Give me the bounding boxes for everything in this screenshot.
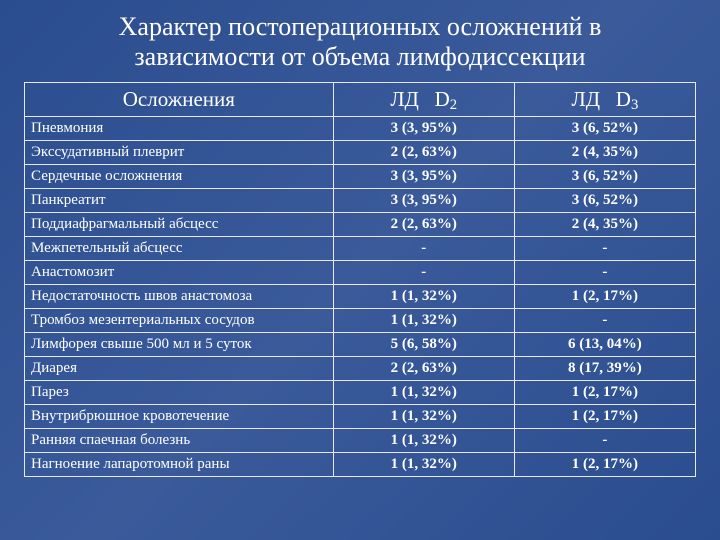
row-label: Нагноение лапаротомной раны — [25, 452, 334, 476]
row-d3-value: - — [514, 260, 695, 284]
table-row: Панкреатит3 (3, 95%)3 (6, 52%) — [25, 188, 696, 212]
table-row: Сердечные осложнения3 (3, 95%)3 (6, 52%) — [25, 164, 696, 188]
row-d3-value: 3 (6, 52%) — [514, 164, 695, 188]
row-d2-value: 1 (1, 32%) — [333, 308, 514, 332]
complications-table: Осложнения ЛД D2 ЛД D3 Пневмония3 (3, 95… — [24, 82, 696, 477]
row-d3-value: 1 (2, 17%) — [514, 452, 695, 476]
row-d3-value: 2 (4, 35%) — [514, 212, 695, 236]
row-d3-value: - — [514, 428, 695, 452]
row-label: Парез — [25, 380, 334, 404]
col-header-d3: ЛД D3 — [514, 82, 695, 116]
table-row: Тромбоз мезентериальных сосудов1 (1, 32%… — [25, 308, 696, 332]
col-header-d2-text: ЛД D — [390, 87, 449, 111]
table-header-row: Осложнения ЛД D2 ЛД D3 — [25, 82, 696, 116]
row-label: Панкреатит — [25, 188, 334, 212]
row-label: Межпетельный абсцесс — [25, 236, 334, 260]
table-row: Диарея2 (2, 63%)8 (17, 39%) — [25, 356, 696, 380]
col-header-complications: Осложнения — [25, 82, 334, 116]
row-d2-value: 3 (3, 95%) — [333, 116, 514, 140]
row-d3-value: 8 (17, 39%) — [514, 356, 695, 380]
row-d2-value: 1 (1, 32%) — [333, 428, 514, 452]
row-d2-value: 1 (1, 32%) — [333, 284, 514, 308]
row-label: Пневмония — [25, 116, 334, 140]
row-label: Лимфорея свыше 500 мл и 5 суток — [25, 332, 334, 356]
row-label: Поддиафрагмальный абсцесс — [25, 212, 334, 236]
row-d3-value: 1 (2, 17%) — [514, 284, 695, 308]
row-label: Диарея — [25, 356, 334, 380]
row-d2-value: 3 (3, 95%) — [333, 164, 514, 188]
row-d2-value: 5 (6, 58%) — [333, 332, 514, 356]
col-header-d2: ЛД D2 — [333, 82, 514, 116]
col-header-d3-text: ЛД D — [571, 87, 630, 111]
row-label: Тромбоз мезентериальных сосудов — [25, 308, 334, 332]
table-row: Анастомозит-- — [25, 260, 696, 284]
title-line-2: зависимости от объема лимфодиссекции — [134, 42, 585, 71]
row-d2-value: 1 (1, 32%) — [333, 404, 514, 428]
row-d3-value: 3 (6, 52%) — [514, 116, 695, 140]
col-header-d3-sub: 3 — [631, 97, 638, 113]
row-d2-value: - — [333, 260, 514, 284]
page-title: Характер постоперационных осложнений в з… — [24, 12, 696, 72]
row-d3-value: 1 (2, 17%) — [514, 404, 695, 428]
table-row: Экссудативный плеврит2 (2, 63%)2 (4, 35%… — [25, 140, 696, 164]
table-row: Лимфорея свыше 500 мл и 5 суток5 (6, 58%… — [25, 332, 696, 356]
row-d2-value: 1 (1, 32%) — [333, 452, 514, 476]
row-label: Сердечные осложнения — [25, 164, 334, 188]
title-line-1: Характер постоперационных осложнений в — [119, 12, 602, 41]
table-row: Поддиафрагмальный абсцесс2 (2, 63%)2 (4,… — [25, 212, 696, 236]
table-body: Пневмония3 (3, 95%)3 (6, 52%)Экссудативн… — [25, 116, 696, 476]
table-row: Недостаточность швов анастомоза1 (1, 32%… — [25, 284, 696, 308]
row-d2-value: - — [333, 236, 514, 260]
row-d3-value: - — [514, 308, 695, 332]
row-d2-value: 1 (1, 32%) — [333, 380, 514, 404]
row-d3-value: 1 (2, 17%) — [514, 380, 695, 404]
row-d3-value: - — [514, 236, 695, 260]
row-d3-value: 6 (13, 04%) — [514, 332, 695, 356]
table-row: Внутрибрюшное кровотечение1 (1, 32%)1 (2… — [25, 404, 696, 428]
row-d2-value: 2 (2, 63%) — [333, 212, 514, 236]
row-label: Экссудативный плеврит — [25, 140, 334, 164]
table-row: Межпетельный абсцесс-- — [25, 236, 696, 260]
row-d2-value: 2 (2, 63%) — [333, 356, 514, 380]
row-label: Анастомозит — [25, 260, 334, 284]
row-label: Недостаточность швов анастомоза — [25, 284, 334, 308]
table-row: Нагноение лапаротомной раны1 (1, 32%)1 (… — [25, 452, 696, 476]
table-row: Ранняя спаечная болезнь1 (1, 32%)- — [25, 428, 696, 452]
row-label: Ранняя спаечная болезнь — [25, 428, 334, 452]
row-d2-value: 2 (2, 63%) — [333, 140, 514, 164]
slide: Характер постоперационных осложнений в з… — [0, 0, 720, 540]
row-d3-value: 3 (6, 52%) — [514, 188, 695, 212]
row-d2-value: 3 (3, 95%) — [333, 188, 514, 212]
col-header-d2-sub: 2 — [450, 97, 457, 113]
row-d3-value: 2 (4, 35%) — [514, 140, 695, 164]
table-row: Пневмония3 (3, 95%)3 (6, 52%) — [25, 116, 696, 140]
row-label: Внутрибрюшное кровотечение — [25, 404, 334, 428]
table-row: Парез1 (1, 32%)1 (2, 17%) — [25, 380, 696, 404]
